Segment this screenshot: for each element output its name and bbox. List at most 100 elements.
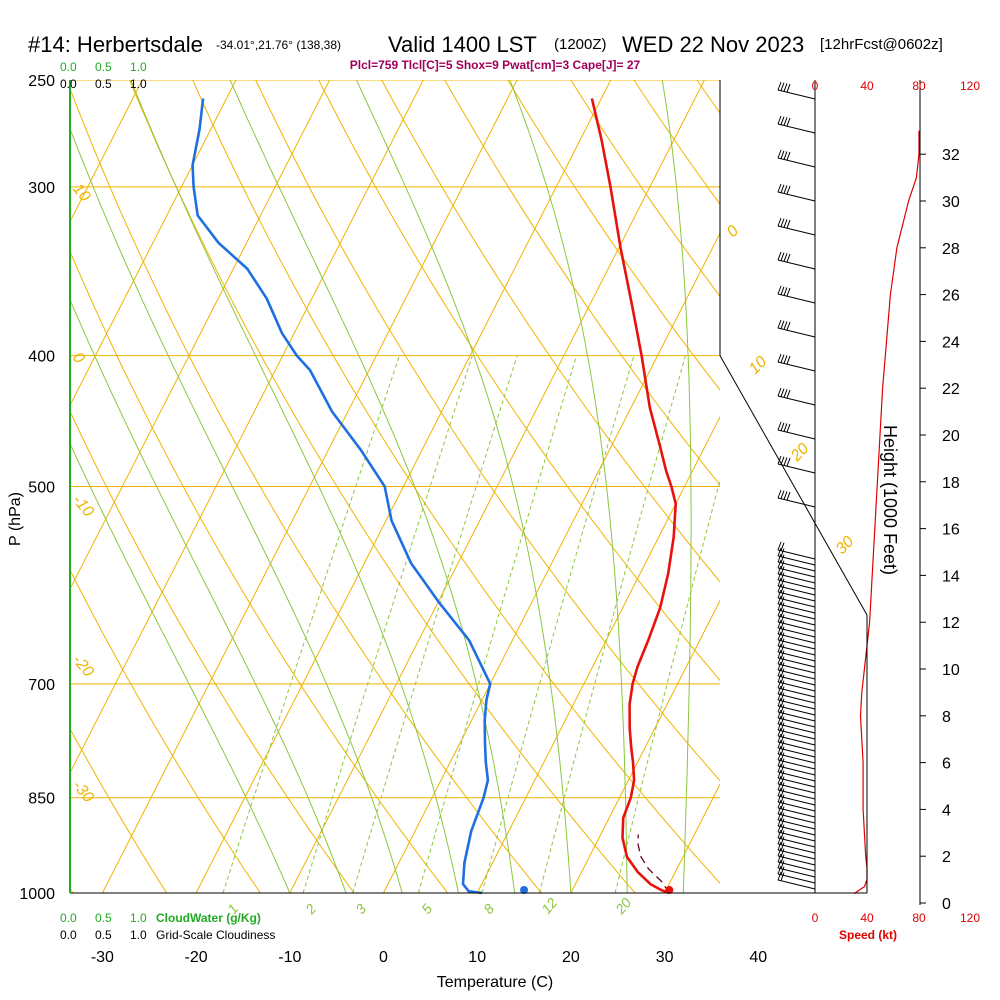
wind-barb	[777, 115, 816, 134]
wind-barb-feather	[786, 117, 791, 127]
height-tick-label: 18	[942, 475, 960, 492]
wind-barb-feather	[780, 572, 785, 581]
wind-barb-staff	[777, 729, 816, 740]
height-tick-label: 6	[942, 756, 951, 773]
wind-barb	[777, 667, 816, 686]
wind-barb-staff	[777, 561, 816, 572]
wind-barb	[777, 577, 816, 596]
wind-barb-feather	[780, 638, 785, 647]
wind-barb	[777, 805, 816, 824]
wind-barb	[777, 559, 816, 578]
wind-barb-feather	[783, 117, 788, 126]
cloud-black-bottom-2: 1.0	[130, 928, 147, 942]
moist-adiabat-line	[70, 442, 291, 893]
wind-barb-staff	[777, 687, 816, 698]
wind-barb	[777, 387, 816, 406]
wind-barb-staff	[777, 157, 816, 168]
wind-barb-feather	[777, 865, 782, 875]
wind-barb-staff	[777, 555, 816, 566]
wind-barb-feather	[777, 595, 782, 605]
wind-barb	[777, 787, 816, 806]
wind-barb-feather	[777, 353, 782, 363]
wind-barb-staff	[777, 293, 816, 304]
wind-barb-feather	[777, 547, 782, 557]
wind-barb-staff	[777, 789, 816, 800]
wind-barb	[777, 553, 816, 572]
wind-barb	[777, 661, 816, 680]
height-axis-title: Height (1000 Feet)	[880, 425, 900, 575]
wind-barb	[777, 751, 816, 770]
cloud-green-bottom-0: 0.0	[60, 911, 77, 925]
isotherm-line	[70, 80, 143, 223]
wind-barb-feather	[780, 680, 785, 689]
wind-barb-feather	[780, 354, 785, 363]
wind-barb	[777, 149, 816, 168]
wind-barb-feather	[780, 788, 785, 797]
height-tick-label: 20	[942, 428, 960, 445]
wind-barb-feather	[777, 625, 782, 635]
wind-barb-feather	[780, 812, 785, 821]
height-tick-label: 0	[942, 896, 951, 913]
wind-barb-feather	[780, 644, 785, 653]
mixing-ratio-label: 3	[352, 901, 369, 917]
wind-barb	[777, 353, 816, 372]
wind-barb-staff	[777, 879, 816, 890]
speed-bottom-0: 0	[812, 911, 819, 925]
wind-barb-feather	[777, 631, 782, 641]
wind-barb-feather	[786, 219, 791, 229]
wind-barb	[777, 799, 816, 818]
speed-axis-label: Speed (kt)	[839, 928, 897, 942]
wind-barb-feather	[780, 656, 785, 665]
wind-barb-staff	[777, 807, 816, 818]
wind-barb-feather	[780, 782, 785, 791]
wind-barb-staff	[777, 747, 816, 758]
wind-barb	[777, 853, 816, 872]
wind-barb-staff	[777, 639, 816, 650]
wind-barb-feather	[780, 800, 785, 809]
wind-barb	[777, 775, 816, 794]
wind-barb-feather	[780, 602, 785, 611]
wind-barb-staff	[777, 831, 816, 842]
wind-barb-feather	[783, 491, 788, 500]
wind-barb-staff	[777, 849, 816, 860]
wind-barb-feather	[777, 721, 782, 731]
wind-barb	[777, 625, 816, 644]
wind-barb-feather	[780, 620, 785, 629]
wind-barb-feather	[780, 548, 785, 557]
wind-barb	[777, 847, 816, 866]
height-tick-label: 2	[942, 849, 951, 866]
moist-adiabat-line	[356, 80, 572, 893]
speed-bottom-80: 80	[912, 911, 926, 925]
wind-barb	[777, 739, 816, 758]
wind-barb	[777, 655, 816, 674]
wind-barb-feather	[777, 589, 782, 599]
wind-barb-feather	[780, 608, 785, 617]
dry-adiabat-line	[381, 80, 720, 583]
wind-barb-staff	[777, 813, 816, 824]
speed-top-40: 40	[860, 79, 874, 93]
wind-barb-feather	[777, 757, 782, 767]
wind-barb-feather	[780, 752, 785, 761]
wind-barb-feather	[777, 607, 782, 617]
wind-barb-feather	[780, 692, 785, 701]
wind-barb-feather	[777, 489, 782, 499]
wind-barb-staff	[777, 759, 816, 770]
wind-barb-staff	[777, 771, 816, 782]
pressure-tick-label: 500	[28, 480, 55, 497]
wind-barb-feather	[786, 287, 791, 297]
temperature-tick-label: -20	[185, 949, 208, 966]
wind-barb	[777, 757, 816, 776]
wind-barb-feather	[780, 770, 785, 779]
mixing-ratio-line	[614, 478, 720, 893]
wind-barb-staff	[777, 741, 816, 752]
wind-barb-feather	[777, 685, 782, 695]
moist-adiabat-line	[130, 80, 459, 893]
wind-barb-feather	[780, 842, 785, 851]
wind-barb-feather	[777, 571, 782, 581]
wind-barb-staff	[777, 603, 816, 614]
wind-barb-feather	[777, 285, 782, 295]
wind-barb-feather	[783, 389, 788, 398]
wind-barb-feather	[777, 655, 782, 665]
parcel-path-line	[637, 834, 670, 894]
